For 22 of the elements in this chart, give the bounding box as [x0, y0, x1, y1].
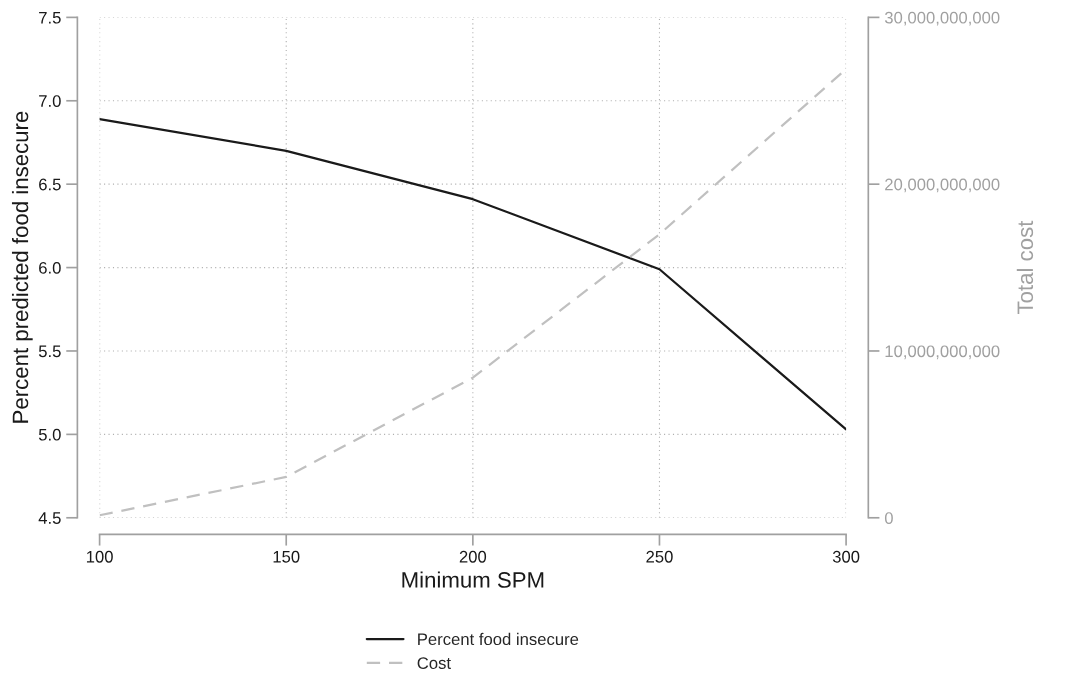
y-tick-label: 4.5: [38, 512, 61, 524]
y-tick-label: 6.0: [39, 261, 61, 274]
y2-axis-title: Total cost: [1016, 220, 1034, 314]
line-series: [99, 118, 847, 431]
x-tick-label: 300: [832, 550, 860, 563]
legend-label: Cost: [417, 657, 451, 669]
x-tick-label: 200: [459, 550, 487, 563]
y-tick-label: 7.5: [39, 11, 61, 24]
x-axis-title: Minimum SPM: [402, 571, 544, 588]
x-tick-label: 250: [646, 550, 673, 563]
y2-tick-label: 10,000,000,000: [885, 345, 1000, 360]
y2-tick-label: 20,000,000,000: [885, 178, 1000, 193]
legend-label: Percent food insecure: [418, 632, 579, 646]
y-tick-label: 6.5: [39, 178, 61, 191]
x-tick-label: 100: [86, 550, 113, 563]
y2-tick-label: 0: [884, 512, 893, 524]
y-tick-label: 5.0: [38, 428, 61, 441]
y2-tick-label: 30,000,000,000: [884, 11, 1000, 26]
y-tick-label: 5.5: [38, 345, 61, 358]
x-tick-label: 150: [273, 550, 300, 563]
y-axis-title: Percent predicted food insecure: [11, 111, 33, 423]
y-tick-label: 7.0: [39, 95, 61, 107]
